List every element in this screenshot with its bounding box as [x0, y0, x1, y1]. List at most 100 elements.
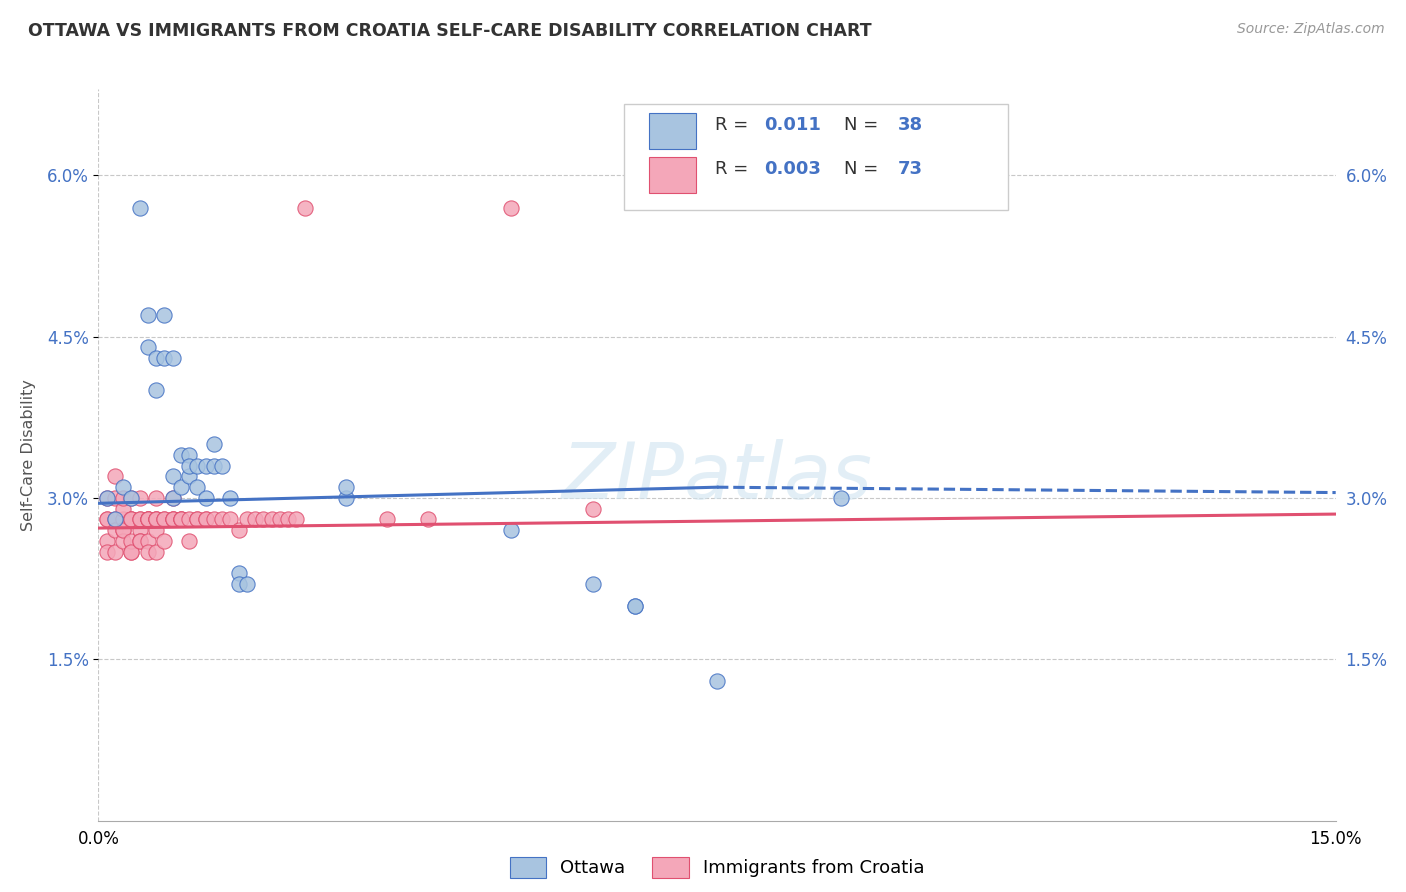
Point	[136, 512, 159, 526]
Point	[96, 533, 118, 548]
Point	[162, 491, 184, 505]
Point	[153, 308, 176, 322]
Point	[120, 512, 142, 526]
Point	[179, 448, 201, 462]
Point	[96, 491, 118, 505]
Point	[145, 545, 167, 559]
Point	[136, 308, 159, 322]
Point	[179, 533, 201, 548]
Point	[96, 545, 118, 559]
Point	[252, 512, 274, 526]
Point	[104, 469, 127, 483]
Point	[375, 512, 398, 526]
Point	[112, 501, 135, 516]
Point	[194, 458, 217, 473]
Text: ZIPatlas: ZIPatlas	[561, 439, 873, 515]
Point	[153, 533, 176, 548]
Text: 38: 38	[897, 116, 922, 134]
Point	[228, 523, 250, 537]
Point	[104, 512, 127, 526]
Point	[120, 512, 142, 526]
Point	[219, 512, 242, 526]
Point	[186, 512, 208, 526]
Point	[582, 501, 605, 516]
Point	[260, 512, 283, 526]
Point	[194, 512, 217, 526]
FancyBboxPatch shape	[650, 113, 696, 149]
Point	[136, 545, 159, 559]
Text: R =: R =	[714, 116, 754, 134]
Point	[128, 491, 150, 505]
Point	[128, 201, 150, 215]
Point	[104, 523, 127, 537]
Point	[194, 491, 217, 505]
Point	[202, 437, 225, 451]
Point	[145, 523, 167, 537]
Point	[162, 512, 184, 526]
Point	[145, 351, 167, 365]
Legend: Ottawa, Immigrants from Croatia: Ottawa, Immigrants from Croatia	[502, 849, 932, 885]
Text: 0.011: 0.011	[763, 116, 821, 134]
Point	[285, 512, 308, 526]
FancyBboxPatch shape	[624, 103, 1008, 210]
Point	[128, 523, 150, 537]
Point	[623, 599, 645, 613]
Point	[96, 512, 118, 526]
Point	[96, 491, 118, 505]
Point	[145, 491, 167, 505]
Point	[120, 491, 142, 505]
Text: N =: N =	[845, 160, 884, 178]
Point	[112, 533, 135, 548]
Point	[499, 523, 522, 537]
Point	[120, 533, 142, 548]
Text: 73: 73	[897, 160, 922, 178]
Point	[153, 351, 176, 365]
Point	[277, 512, 299, 526]
Point	[211, 458, 233, 473]
Point	[128, 512, 150, 526]
Point	[236, 577, 259, 591]
Point	[153, 512, 176, 526]
Point	[112, 523, 135, 537]
Point	[96, 512, 118, 526]
Point	[162, 512, 184, 526]
Point	[162, 512, 184, 526]
Point	[186, 458, 208, 473]
Point	[120, 545, 142, 559]
Point	[145, 512, 167, 526]
Y-axis label: Self-Care Disability: Self-Care Disability	[21, 379, 35, 531]
Text: 0.003: 0.003	[763, 160, 821, 178]
Text: Source: ZipAtlas.com: Source: ZipAtlas.com	[1237, 22, 1385, 37]
Point	[162, 351, 184, 365]
FancyBboxPatch shape	[650, 157, 696, 193]
Point	[170, 512, 193, 526]
Point	[153, 512, 176, 526]
Point	[202, 458, 225, 473]
Point	[128, 533, 150, 548]
Point	[136, 340, 159, 354]
Point	[170, 512, 193, 526]
Point	[112, 512, 135, 526]
Point	[170, 512, 193, 526]
Point	[228, 577, 250, 591]
Point	[145, 512, 167, 526]
Point	[136, 512, 159, 526]
Text: N =: N =	[845, 116, 884, 134]
Point	[623, 599, 645, 613]
Point	[128, 533, 150, 548]
Point	[186, 512, 208, 526]
Point	[335, 480, 357, 494]
Point	[418, 512, 440, 526]
Point	[145, 512, 167, 526]
Point	[136, 533, 159, 548]
Point	[219, 491, 242, 505]
Point	[104, 545, 127, 559]
Text: R =: R =	[714, 160, 754, 178]
Point	[269, 512, 291, 526]
Point	[179, 458, 201, 473]
Point	[120, 545, 142, 559]
Point	[335, 491, 357, 505]
Point	[499, 201, 522, 215]
Text: OTTAWA VS IMMIGRANTS FROM CROATIA SELF-CARE DISABILITY CORRELATION CHART: OTTAWA VS IMMIGRANTS FROM CROATIA SELF-C…	[28, 22, 872, 40]
Point	[112, 491, 135, 505]
